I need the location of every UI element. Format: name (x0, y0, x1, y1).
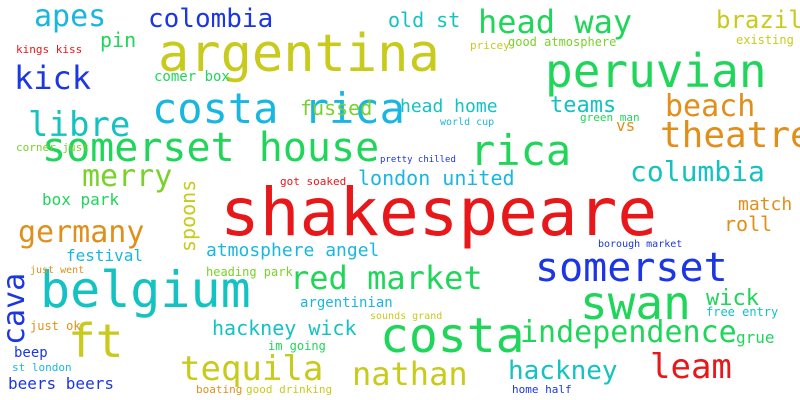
word-somerset: somerset (535, 245, 728, 291)
word-wick: wick (706, 286, 759, 311)
word-costa: costa (380, 308, 525, 364)
word-leam: leam (650, 347, 732, 387)
word-roll: roll (724, 212, 773, 236)
word-hackney-wick: hackney wick (212, 316, 357, 340)
word-tequila: tequila (180, 349, 324, 389)
word-sounds-grand: sounds grand (370, 311, 443, 322)
word-head-home: head home (400, 96, 498, 117)
word-boating: boating (196, 383, 243, 396)
word-just-ok: just ok (30, 319, 81, 333)
word-somerset-house: somerset house (42, 125, 380, 171)
word-peruvian: peruvian (545, 44, 767, 98)
word-spoons: spoons (176, 179, 200, 252)
word-shakespeare: shakespeare (220, 174, 658, 251)
word-im-going: im going (268, 339, 326, 353)
word-world-cup: world cup (440, 117, 495, 128)
word-libre: libre (28, 105, 131, 145)
word-grue: grue (736, 328, 775, 347)
word-kings-kiss: kings kiss (16, 43, 83, 56)
word-hackney: hackney (508, 356, 618, 386)
word-comer-box: comer box (154, 69, 230, 85)
word-merry: merry (82, 159, 173, 194)
word-home-half: home half (512, 383, 572, 396)
word-london-united: london united (358, 166, 515, 190)
word-green-man: green man (580, 111, 640, 124)
word-argentina: argentina (158, 24, 440, 84)
word-brazil: brazil (716, 6, 800, 34)
word-vs: vs (616, 116, 636, 135)
word-got-soaked: got soaked (280, 175, 347, 188)
word-pretty-chilled: pretty chilled (380, 155, 456, 165)
word-beers-beers: beers beers (8, 374, 114, 393)
word-red-market: red market (290, 259, 483, 297)
word-fussed: fussed (300, 96, 373, 120)
word-beach: beach (665, 89, 756, 124)
word-colombia: colombia (148, 4, 274, 34)
word-teams: teams (550, 93, 617, 118)
word-festival: festival (66, 246, 144, 265)
word-beep: beep (14, 345, 48, 361)
word-head-way: head way (478, 3, 633, 41)
word-nathan: nathan (352, 355, 468, 393)
word-free-entry: free entry (706, 305, 779, 319)
word-st-london: st london (12, 361, 72, 374)
word-heading-park: heading park (206, 265, 293, 279)
word-kick: kick (14, 59, 92, 97)
word-borough-market: borough market (598, 239, 683, 250)
word-atmosphere-angel: atmosphere angel (206, 240, 380, 261)
word-just-went: just went (30, 265, 85, 276)
word-cava: cava (0, 272, 32, 345)
word-existing: existing (736, 33, 794, 47)
word-pin: pin (100, 28, 137, 52)
word-good-atmosphere: good atmosphere (508, 35, 617, 49)
word-good-drinking: good drinking (246, 383, 333, 396)
word-germany: germany (18, 215, 145, 250)
word-swan: swan (580, 276, 691, 330)
word-ft: ft (68, 314, 124, 368)
word-match: match (738, 194, 793, 215)
word-costa-rica: costa rica (152, 84, 405, 133)
word-box-park: box park (42, 190, 120, 209)
word-argentinian: argentinian (300, 295, 393, 311)
word-independence: independence (520, 315, 737, 350)
word-columbia: columbia (630, 155, 765, 188)
word-belgium: belgium (40, 261, 251, 319)
word-rica: rica (470, 126, 572, 175)
word-theatre: theatre (660, 115, 800, 156)
word-old-st: old st (388, 8, 461, 32)
word-corner-just: corner just (16, 141, 89, 154)
word-apes: apes (34, 0, 107, 34)
word-pricey: pricey (470, 39, 510, 52)
